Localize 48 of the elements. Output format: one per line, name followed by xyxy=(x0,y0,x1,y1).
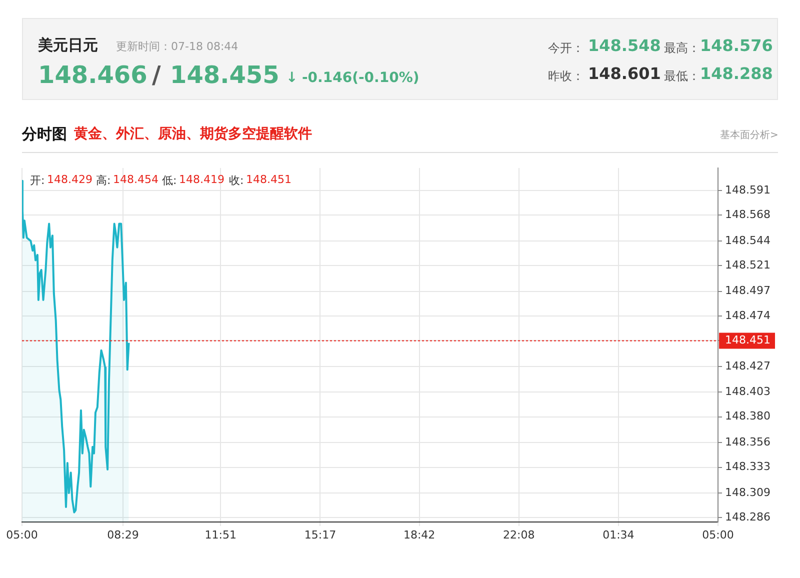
y-tick-label: 148.451 xyxy=(725,334,770,347)
y-tick-label: 148.474 xyxy=(725,308,770,322)
text: 148.455 xyxy=(170,61,280,89)
y-tick-label: 148.309 xyxy=(725,486,770,499)
x-tick-label: 15:17 xyxy=(304,528,336,542)
text: 最低： xyxy=(664,68,700,85)
y-tick-label: 148.333 xyxy=(725,460,770,474)
text: 基本面分析> xyxy=(720,128,778,142)
x-tick-label: 05:00 xyxy=(6,528,38,542)
x-tick-label: 11:51 xyxy=(204,528,236,542)
y-tick-label: 148.356 xyxy=(725,435,770,448)
text: / xyxy=(152,61,161,89)
text: 今开： xyxy=(548,40,584,57)
y-tick-label: 148.591 xyxy=(725,183,770,196)
text: 148.601 xyxy=(588,64,661,83)
x-tick-label: 08:29 xyxy=(107,528,139,542)
text: 昨收： xyxy=(548,68,584,85)
annotation: 148.454 xyxy=(113,173,158,186)
text: 148.576 xyxy=(700,36,773,55)
ref-line-label: 148.451 xyxy=(246,173,292,186)
annotation: 低: xyxy=(162,173,177,188)
text: -0.146(-0.10%) xyxy=(302,70,420,86)
text: 最高： xyxy=(664,40,700,57)
x-tick-label: 05:00 xyxy=(702,528,734,542)
annotation: 高: xyxy=(96,173,111,188)
text: 分时图 xyxy=(22,125,67,144)
y-tick-label: 148.403 xyxy=(725,385,770,398)
text: 黄金、外汇、原油、期货多空提醒软件 xyxy=(74,125,312,143)
x-tick-label: 18:42 xyxy=(403,528,436,542)
y-tick-label: 148.568 xyxy=(725,208,770,222)
y-tick-label: 148.427 xyxy=(725,359,770,372)
annotation: 148.429 xyxy=(47,173,92,186)
text: 148.466 xyxy=(38,61,148,89)
y-tick-label: 148.286 xyxy=(725,510,770,524)
chart-title: 美元日元 xyxy=(38,36,98,55)
annotation: 148.419 xyxy=(179,173,224,186)
y-tick-label: 148.544 xyxy=(725,234,770,247)
annotation: 开: xyxy=(30,173,45,188)
y-tick-label: 148.380 xyxy=(725,410,770,423)
text: 148.548 xyxy=(588,36,661,55)
y-tick-label: 148.497 xyxy=(725,284,770,298)
y-tick-label: 148.521 xyxy=(725,258,770,272)
annotation: 收: xyxy=(229,173,244,188)
text: 更新时间：07-18 08:44 xyxy=(116,39,238,54)
x-tick-label: 22:08 xyxy=(503,528,535,542)
x-tick-label: 01:34 xyxy=(602,528,634,542)
text: ↓ xyxy=(286,70,298,86)
text: 148.288 xyxy=(700,64,773,83)
